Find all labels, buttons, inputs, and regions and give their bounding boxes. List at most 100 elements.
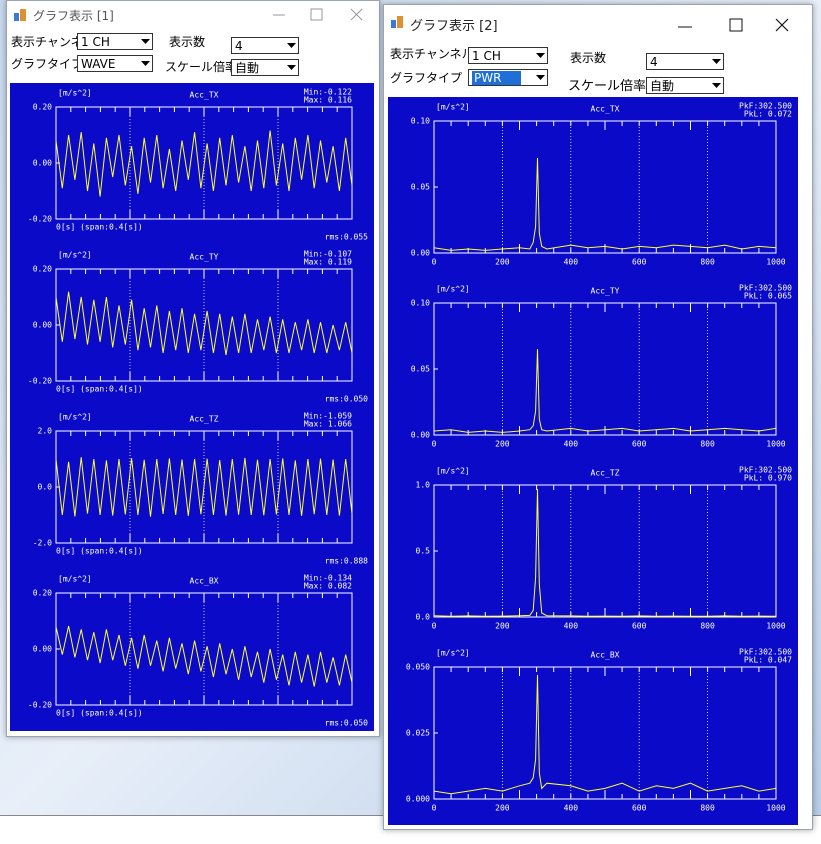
x-tick-label: 1000 (766, 622, 785, 631)
peak-level-label: PkL: 0.047 (744, 656, 792, 665)
signal-line (55, 130, 353, 197)
dropdown-value: 自動 (235, 61, 260, 75)
dropdown-value: 1 CH (472, 49, 501, 63)
peak-frequency-label: PkF:302.500 (739, 466, 792, 475)
dropdown-arrow (712, 59, 721, 64)
x-tick-label: 1000 (766, 258, 785, 267)
peak-frequency-label: PkF:302.500 (739, 102, 792, 111)
y-tick-label: -0.20 (28, 701, 52, 710)
graph-area: Acc_TX[m/s^2]0.200.00-0.20Min:-0.122Max:… (28, 88, 369, 728)
plot-frame (433, 120, 777, 254)
peak-frequency-label: PkF:302.500 (739, 284, 792, 293)
y-tick-label: 0.00 (33, 645, 52, 654)
chart-title: Acc_TX (591, 105, 620, 114)
window-title: グラフ表示 [1] (33, 9, 114, 23)
chart-title: Acc_TY (190, 253, 219, 262)
rms-label: rms:0.050 (325, 719, 369, 728)
y-tick-label: 0.0 (416, 613, 431, 622)
plot-frame (55, 268, 353, 382)
min-label: Min:-0.107 (304, 250, 352, 259)
dropdown[interactable]: 1 CH (468, 47, 548, 64)
plot-frame (433, 666, 777, 800)
max-label: Max: 0.119 (304, 258, 352, 267)
x-axis-label: 0[s] (span:0.4[s]) (56, 223, 143, 232)
title-bar[interactable]: グラフ表示 [1] (7, 1, 379, 29)
x-tick-label: 200 (495, 440, 510, 449)
signal-line (433, 488, 777, 617)
y-tick-label: 1.0 (416, 481, 431, 490)
close-button[interactable] (350, 8, 363, 21)
rms-label: rms:0.055 (325, 233, 369, 242)
x-tick-label: 800 (700, 622, 715, 631)
graph-window[interactable]: グラフ表示 [2] 表示チャンネル 1 CH 表示数 4 グラフタイプ PWR … (383, 4, 813, 830)
unit-label: [m/s^2] (436, 649, 470, 658)
x-tick-label: 400 (564, 622, 579, 631)
min-label: Min:-0.134 (304, 574, 352, 583)
y-tick-label: 0.00 (33, 321, 52, 330)
control-label: 表示チャンネル (390, 47, 474, 61)
x-tick-label: 400 (564, 440, 579, 449)
signal-line (433, 349, 777, 433)
x-tick-label: 600 (632, 440, 647, 449)
x-tick-label: 200 (495, 258, 510, 267)
dropdown[interactable]: 自動 (646, 77, 724, 94)
x-tick-label: 0 (432, 622, 437, 631)
control-label: グラフタイプ (11, 57, 84, 71)
dropdown[interactable]: 自動 (231, 59, 299, 76)
title-bar[interactable]: グラフ表示 [2] (384, 5, 812, 41)
dropdown[interactable]: PWR (468, 69, 548, 86)
plot-frame (433, 484, 777, 618)
rms-label: rms:0.050 (325, 395, 369, 404)
signal-line (55, 625, 353, 687)
maximize-button[interactable] (310, 8, 323, 21)
control-label: 表示数 (570, 51, 607, 65)
app-icon (391, 16, 403, 28)
rms-label: rms:0.888 (325, 557, 369, 566)
peak-level-label: PkL: 0.970 (744, 474, 792, 483)
dropdown[interactable]: 4 (231, 37, 299, 54)
y-tick-label: 0.00 (33, 159, 52, 168)
graph-window[interactable]: グラフ表示 [1] 表示チャンネル 1 CH 表示数 4 グラフタイプ WAVE… (6, 0, 380, 737)
dropdown-arrow (712, 83, 721, 88)
signal-line (433, 157, 777, 251)
control-label: スケール倍率 (165, 60, 238, 74)
close-button[interactable] (775, 18, 789, 32)
dropdown-value: WAVE (81, 57, 116, 71)
x-axis-label: 0[s] (span:0.4[s]) (56, 547, 143, 556)
y-tick-label: -2.0 (33, 539, 52, 548)
dropdown[interactable]: 1 CH (77, 33, 153, 50)
chart-title: Acc_BX (591, 651, 620, 660)
max-label: Max: 1.066 (304, 420, 352, 429)
y-tick-label: -0.20 (28, 377, 52, 386)
y-tick-label: 0.10 (411, 117, 430, 126)
dropdown-value: 4 (235, 39, 243, 53)
graph-panel: Acc_TX [m/s^2] 0.20 0.00 -0.20 Min:-0.122 Max:… (10, 83, 374, 731)
x-tick-label: 0 (432, 804, 437, 813)
dropdown-arrow (536, 53, 545, 58)
dropdown-value: 1 CH (81, 35, 110, 49)
x-axis-label: 0[s] (span:0.4[s]) (56, 709, 143, 718)
dropdown[interactable]: WAVE (77, 55, 153, 72)
y-tick-label: 0.20 (33, 589, 52, 598)
control-label: グラフタイプ (390, 71, 463, 85)
maximize-button[interactable] (729, 18, 743, 32)
window-buttons (273, 8, 363, 21)
signal-line (433, 674, 777, 795)
x-tick-label: 600 (632, 804, 647, 813)
dropdown[interactable]: 4 (646, 53, 724, 70)
dropdown-value: 4 (650, 55, 658, 69)
graph-area: Acc_TX[m/s^2]0.100.050.000 200 400 600 800 10… (406, 102, 792, 813)
app-icon (14, 9, 26, 21)
chart-title: Acc_TX (190, 91, 219, 100)
dropdown-value: 自動 (650, 79, 675, 93)
x-tick-label: 0 (432, 258, 437, 267)
x-tick-label: 400 (564, 804, 579, 813)
window-title: グラフ表示 [2] (410, 19, 498, 34)
y-tick-label: 0.00 (411, 431, 430, 440)
unit-label: [m/s^2] (436, 467, 470, 476)
y-tick-label: 0.025 (406, 729, 430, 738)
dropdown-value: PWR (472, 71, 522, 85)
max-label: Max: 0.116 (304, 96, 352, 105)
unit-label: [m/s^2] (436, 103, 470, 112)
